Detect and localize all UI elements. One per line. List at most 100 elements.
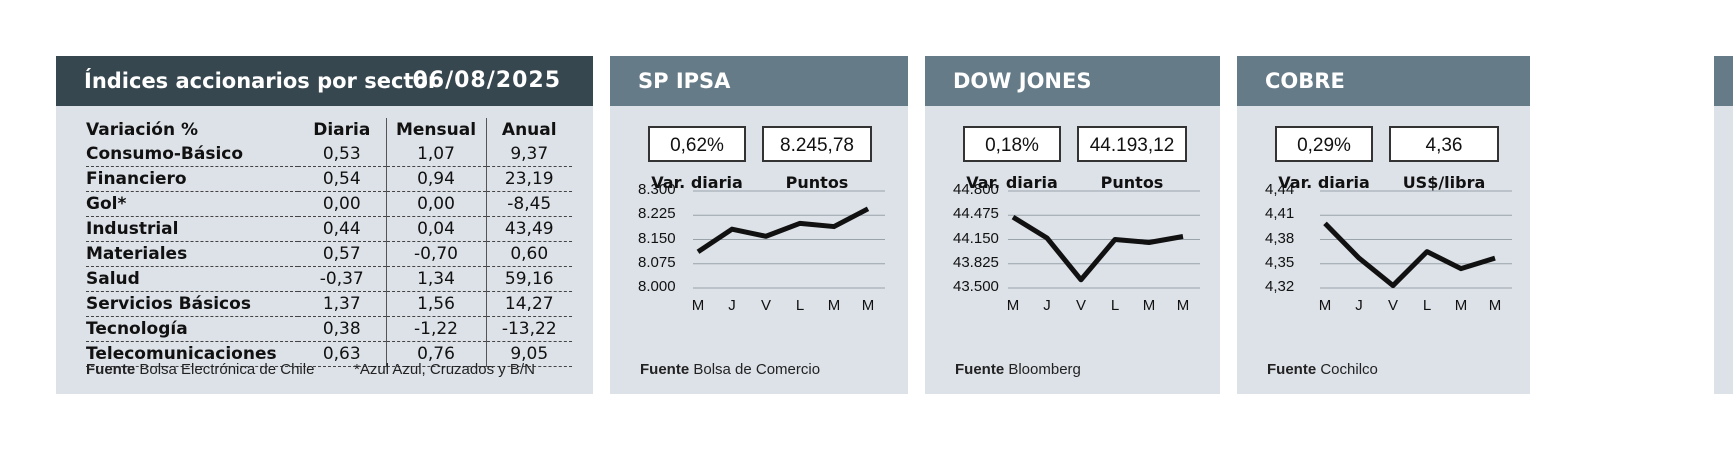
y-tick-label: 8.225 — [638, 205, 676, 223]
x-tick-label: L — [795, 297, 805, 314]
chart-panel-cobre: COBRE 0,29% 4,36 Var. diaria US$/libra 4,44 4,… — [1237, 56, 1530, 394]
table-row: Salud -0,37 1,34 59,16 — [86, 266, 572, 292]
value-anual: 9,05 — [485, 341, 572, 367]
y-tick-label: 43.500 — [953, 278, 999, 295]
x-tick-label: V — [1075, 297, 1086, 314]
chart-title: SP IPSA — [610, 56, 908, 106]
x-tick-label: M — [1318, 297, 1332, 314]
x-tick-label: V — [1387, 297, 1398, 314]
value-mensual: 1,56 — [385, 291, 486, 317]
x-tick-label: J — [1043, 297, 1051, 314]
value-label: Puntos — [785, 173, 849, 192]
y-tick-label: 44.475 — [953, 205, 999, 223]
y-tick-label: 44.150 — [953, 229, 999, 247]
sector-name: Salud — [86, 266, 298, 292]
value-mensual: 1,07 — [385, 142, 486, 167]
value-diaria: 0,00 — [298, 191, 386, 217]
var-diaria-label: Var. diaria — [651, 173, 743, 192]
value-mensual: 1,34 — [385, 266, 486, 292]
y-tick-label: 8.075 — [638, 253, 676, 271]
value-box: 8.245,78 — [762, 126, 872, 162]
sector-name: Consumo-Básico — [86, 142, 298, 167]
value-mensual: -0,70 — [385, 241, 486, 267]
var-diaria-box: 0,62% — [648, 126, 746, 162]
source-label: Fuente — [86, 361, 136, 378]
var-diaria-box: 0,29% — [1275, 126, 1373, 162]
value-box: 4,36 — [1389, 126, 1499, 162]
sector-name: Materiales — [86, 241, 298, 267]
value-diaria: 1,37 — [298, 291, 386, 317]
series-line — [1011, 214, 1184, 283]
col-header-mensual: Mensual — [385, 118, 486, 142]
x-tick-label: L — [1422, 297, 1432, 314]
x-tick-label: L — [1110, 297, 1120, 314]
sector-table-header: Índices accionarios por sector 06/08/202… — [56, 56, 593, 106]
value-mensual: 0,00 — [385, 191, 486, 217]
sector-name: Gol* — [86, 191, 298, 217]
next-panel-edge — [1714, 56, 1733, 394]
x-tick-label: M — [1176, 297, 1190, 314]
sector-name: Financiero — [86, 166, 298, 192]
y-tick-label: 43.825 — [953, 253, 999, 271]
value-diaria: 0,53 — [298, 142, 386, 167]
x-tick-label: M — [1454, 297, 1468, 314]
value-diaria: 0,44 — [298, 216, 386, 242]
col-header-variacion: Variación % — [86, 120, 199, 140]
y-tick-label: 4,35 — [1265, 253, 1295, 271]
x-tick-label: M — [1006, 297, 1020, 314]
source-text: Bolsa de Comercio — [693, 361, 821, 378]
source-label: Fuente — [1267, 361, 1317, 378]
value-anual: 14,27 — [485, 291, 572, 317]
chart-source: Fuente Bloomberg — [955, 361, 1081, 378]
value-anual: -8,45 — [485, 191, 572, 217]
x-tick-label: J — [728, 297, 736, 314]
value-mensual: 0,76 — [385, 341, 486, 367]
source-text: Bloomberg — [1008, 361, 1081, 378]
sector-name: Telecomunicaciones — [86, 341, 298, 367]
sector-name: Tecnología — [86, 316, 298, 342]
line-chart — [693, 190, 885, 289]
x-tick-label: M — [1488, 297, 1502, 314]
y-tick-label: 8.300 — [638, 181, 676, 198]
x-tick-label: V — [760, 297, 771, 314]
y-tick-label: 8.000 — [638, 278, 676, 295]
chart-title: DOW JONES — [925, 56, 1220, 106]
table-row: Consumo-Básico 0,53 1,07 9,37 — [86, 142, 572, 167]
chart-source: Fuente Cochilco — [1267, 361, 1378, 378]
table-row: Tecnología 0,38 -1,22 -13,22 — [86, 316, 572, 342]
sector-name: Servicios Básicos — [86, 291, 298, 317]
sector-table-title: Índices accionarios por sector — [84, 69, 439, 93]
value-anual: 23,19 — [485, 166, 572, 192]
value-mensual: 0,04 — [385, 216, 486, 242]
x-tick-label: M — [691, 297, 705, 314]
value-diaria: 0,57 — [298, 241, 386, 267]
chart-source: Fuente Bolsa de Comercio — [640, 361, 820, 378]
sector-table-source: Fuente Bolsa Electrónica de Chile — [86, 361, 314, 378]
line-chart — [1320, 190, 1512, 289]
y-tick-label: 44.800 — [953, 181, 999, 198]
y-tick-label: 8.150 — [638, 229, 676, 247]
var-diaria-box: 0,18% — [963, 126, 1061, 162]
value-diaria: -0,37 — [298, 266, 386, 292]
source-text: Bolsa Electrónica de Chile — [139, 361, 315, 378]
var-diaria-label: Var. diaria — [966, 173, 1058, 192]
x-tick-label: M — [1142, 297, 1156, 314]
y-tick-label: 4,38 — [1265, 229, 1295, 247]
sector-table-note: *Azul Azul, Cruzados y B/N — [354, 361, 535, 378]
value-diaria: 0,54 — [298, 166, 386, 192]
sector-table-date: 06/08/2025 — [412, 68, 561, 93]
y-tick-label: 4,32 — [1265, 278, 1295, 295]
value-anual: 43,49 — [485, 216, 572, 242]
chart-panel-ipsa: SP IPSA 0,62% 8.245,78 Var. diaria Puntos 8.3… — [610, 56, 908, 394]
sector-table: Variación % Diaria Mensual Anual Consumo… — [86, 118, 572, 367]
chart-panel-dow-jones: DOW JONES 0,18% 44.193,12 Var. diaria Puntos… — [925, 56, 1220, 394]
value-anual: -13,22 — [485, 316, 572, 342]
sector-name: Industrial — [86, 216, 298, 242]
table-row: Financiero 0,54 0,94 23,19 — [86, 166, 572, 192]
x-tick-label: M — [861, 297, 875, 314]
next-panel-edge-header — [1714, 56, 1733, 106]
value-box: 44.193,12 — [1077, 126, 1187, 162]
value-anual: 59,16 — [485, 266, 572, 292]
table-row: Servicios Básicos 1,37 1,56 14,27 — [86, 291, 572, 317]
chart-title: COBRE — [1237, 56, 1530, 106]
